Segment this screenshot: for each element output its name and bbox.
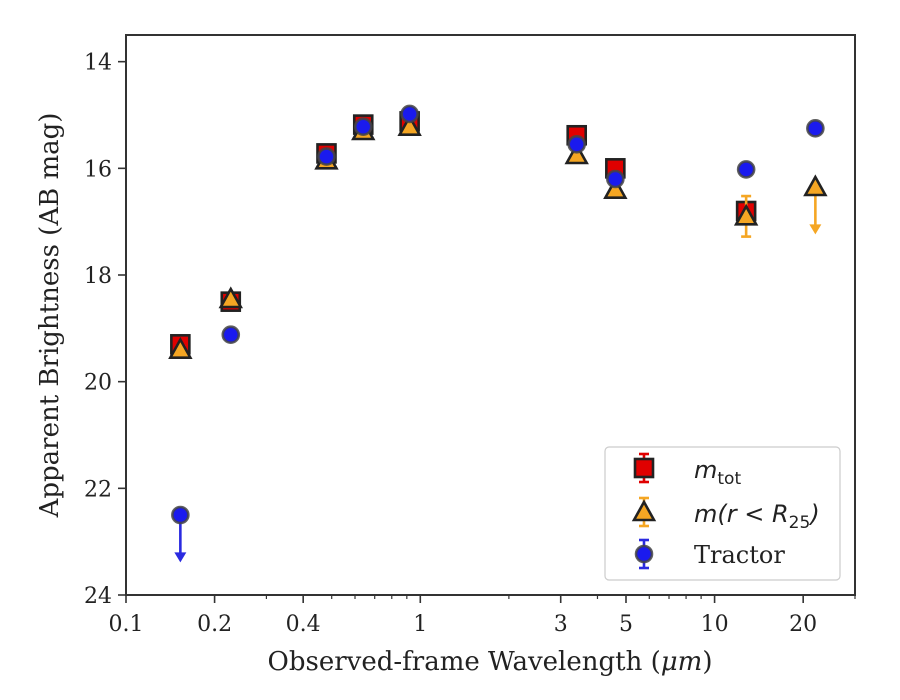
point-mr25-4 bbox=[397, 114, 422, 137]
x-tick-label-1: 0.2 bbox=[197, 612, 232, 637]
axis-ticks: 0.1 0.2 0.4 1 3 5 10 20 14 16 18 20 22 24 bbox=[84, 51, 856, 637]
legend-marker-mtot bbox=[633, 457, 655, 479]
point-tractor-1 bbox=[221, 325, 241, 345]
point-mr25-6 bbox=[603, 176, 628, 199]
legend-mtot-base: m bbox=[694, 456, 717, 484]
y-tick-label-3: 20 bbox=[84, 371, 112, 396]
y-tick-label-2: 18 bbox=[84, 264, 112, 289]
point-tractor-0 bbox=[171, 505, 190, 525]
point-tractor-4 bbox=[400, 104, 419, 124]
y-tick-label-5: 24 bbox=[84, 584, 112, 609]
plot-area bbox=[168, 104, 828, 563]
legend-marker-mr25 bbox=[631, 499, 657, 522]
series-tractor bbox=[171, 104, 825, 563]
x-axis-label-suffix: ) bbox=[702, 647, 712, 677]
x-tick-label-7: 20 bbox=[789, 612, 817, 637]
y-axis-label: Apparent Brightness (AB mag) bbox=[35, 113, 65, 519]
point-mr25-1 bbox=[218, 286, 243, 309]
x-tick-label-5: 5 bbox=[619, 612, 633, 637]
point-mr25-5 bbox=[564, 142, 589, 165]
point-tractor-2 bbox=[317, 147, 336, 166]
point-tractor-5 bbox=[567, 135, 587, 154]
point-mr25-7 bbox=[733, 203, 759, 226]
legend-mr25-paren: (r < R bbox=[717, 500, 788, 528]
legend-mr25-base: m bbox=[694, 500, 717, 528]
point-tractor-6 bbox=[606, 169, 625, 189]
x-axis-label-prefix: Observed-frame Wavelength ( bbox=[268, 647, 661, 677]
x-tick-label-4: 3 bbox=[554, 612, 568, 637]
legend-marker-tractor bbox=[634, 544, 654, 564]
point-tractor-3 bbox=[353, 117, 373, 137]
legend: mtot m(r < R25) Tractor bbox=[604, 446, 841, 581]
legend-entry-mtot: mtot bbox=[694, 456, 741, 489]
x-tick-label-3: 1 bbox=[413, 612, 427, 637]
x-tick-label-0: 0.1 bbox=[109, 612, 144, 637]
point-mr25-0 bbox=[168, 336, 193, 359]
plot-frame bbox=[125, 34, 856, 596]
point-mr25-8 bbox=[803, 174, 828, 197]
x-axis-label: Observed-frame Wavelength (μm) bbox=[268, 647, 713, 677]
legend-entry-tractor: Tractor bbox=[694, 541, 785, 569]
point-mr25-8-limit-arrow bbox=[809, 224, 822, 235]
legend-mtot-sub: tot bbox=[717, 469, 741, 489]
point-tractor-8 bbox=[806, 119, 825, 138]
y-tick-label-1: 16 bbox=[84, 157, 112, 182]
legend-markers bbox=[631, 452, 657, 570]
legend-box bbox=[604, 446, 841, 581]
legend-mr25-sub: 25 bbox=[789, 513, 811, 533]
legend-entry-mr25: m(r < R25) bbox=[694, 500, 820, 533]
y-tick-label-0: 14 bbox=[84, 51, 112, 76]
point-tractor-7 bbox=[736, 160, 756, 179]
y-tick-label-4: 22 bbox=[84, 477, 112, 502]
point-tractor-0-limit-arrow bbox=[174, 552, 187, 563]
x-tick-label-2: 0.4 bbox=[286, 612, 321, 637]
x-tick-label-6: 10 bbox=[701, 612, 729, 637]
legend-mr25-close: ) bbox=[808, 500, 819, 528]
x-axis-label-unit: μm bbox=[661, 647, 703, 677]
